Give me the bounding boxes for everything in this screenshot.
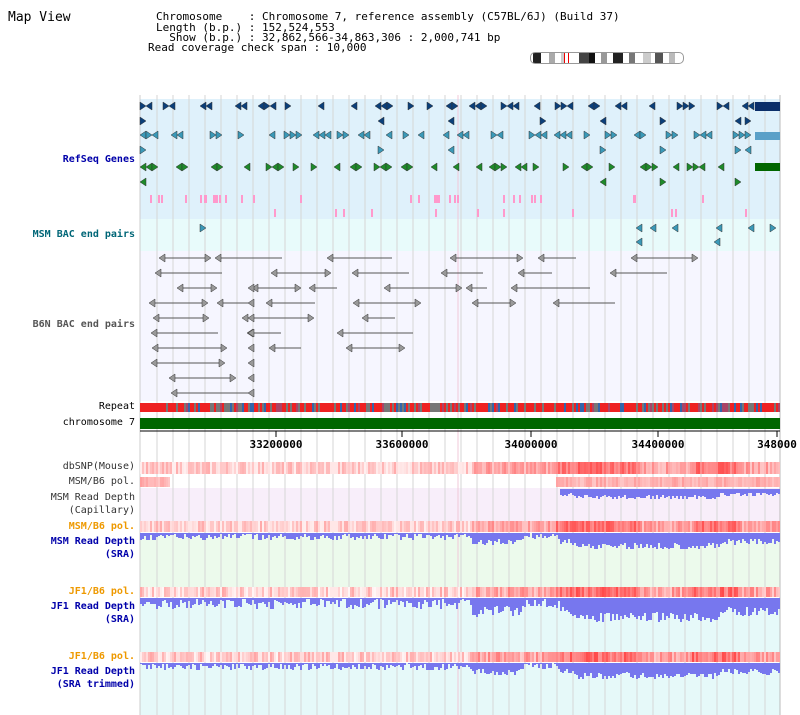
repeat-label[interactable]: Repeat bbox=[98, 401, 135, 412]
axis-tick-label: 348000 bbox=[757, 438, 797, 451]
jf1-sra-depth-sublabel: (SRA) bbox=[104, 614, 135, 625]
jf1-trim-depth-label[interactable]: JF1 Read Depth bbox=[50, 666, 135, 677]
msm-bac-label[interactable]: MSM BAC end pairs bbox=[32, 229, 135, 240]
chromosome-label[interactable]: chromosome 7 bbox=[62, 417, 135, 428]
axis-tick-label: 33600000 bbox=[375, 438, 429, 451]
length-info: Length (b.p.) : 152,524,553 bbox=[156, 21, 335, 34]
msm-sra-depth-sublabel: (SRA) bbox=[104, 549, 135, 560]
jf1-b6-pol-label-1[interactable]: JF1/B6 pol. bbox=[68, 586, 135, 597]
chromosome-ideogram[interactable] bbox=[530, 52, 684, 64]
axis-tick-label: 34000000 bbox=[504, 438, 558, 451]
b6n-bac-label[interactable]: B6N BAC end pairs bbox=[32, 319, 135, 330]
msm-b6-pol-label-1[interactable]: MSM/B6 pol. bbox=[68, 476, 135, 487]
ideogram-position-marker bbox=[564, 53, 569, 63]
dbsnp-label[interactable]: dbSNP(Mouse) bbox=[62, 461, 135, 472]
coverage-span-info: Read coverage check span : 10,000 bbox=[148, 41, 367, 54]
msm-cap-depth-label[interactable]: MSM Read Depth bbox=[50, 492, 135, 503]
refseq-genes-label[interactable]: RefSeq Genes bbox=[62, 154, 135, 165]
page-title: Map View bbox=[8, 10, 71, 25]
jf1-b6-pol-label-2[interactable]: JF1/B6 pol. bbox=[68, 651, 135, 662]
msm-bac-track-bg bbox=[140, 219, 780, 251]
show-range-info: Show (b.p.) : 32,862,566-34,863,306 : 2,… bbox=[156, 31, 501, 44]
msm-sra-depth-label[interactable]: MSM Read Depth bbox=[50, 536, 135, 547]
b6n-bac-track-bg bbox=[140, 251, 780, 401]
msm-b6-pol-label-2[interactable]: MSM/B6 pol. bbox=[68, 521, 135, 532]
axis-tick-label: 33200000 bbox=[249, 438, 303, 451]
msm-cap-depth-sublabel: (Capillary) bbox=[68, 505, 135, 516]
jf1-sra-depth-label[interactable]: JF1 Read Depth bbox=[50, 601, 135, 612]
jf1-trim-depth-sublabel: (SRA trimmed) bbox=[56, 679, 135, 690]
axis-tick-label: 34400000 bbox=[631, 438, 685, 451]
refseq-track-bg bbox=[140, 99, 780, 219]
chromosome-info: Chromosome : Chromosome 7, reference ass… bbox=[156, 10, 620, 23]
chromosome-bar[interactable] bbox=[140, 418, 780, 429]
